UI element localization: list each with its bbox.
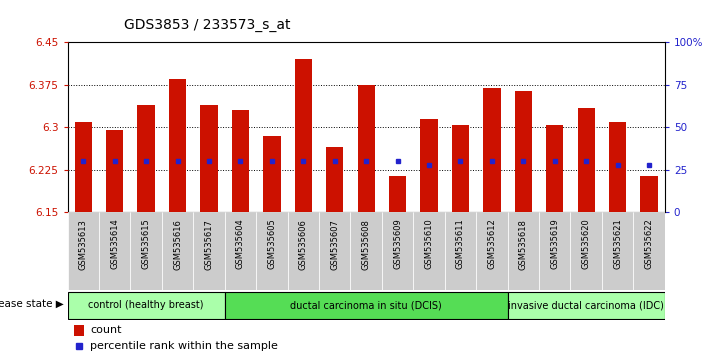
Text: GSM535612: GSM535612 xyxy=(488,219,496,269)
Text: GSM535621: GSM535621 xyxy=(613,219,622,269)
Text: GSM535615: GSM535615 xyxy=(141,219,151,269)
Text: count: count xyxy=(90,325,122,336)
Bar xyxy=(201,105,218,212)
Text: GSM535616: GSM535616 xyxy=(173,219,182,269)
Text: GSM535608: GSM535608 xyxy=(362,219,370,269)
Bar xyxy=(130,212,162,290)
Bar xyxy=(515,91,532,212)
Text: GSM535605: GSM535605 xyxy=(267,219,277,269)
Text: GSM535619: GSM535619 xyxy=(550,219,560,269)
Bar xyxy=(68,212,99,290)
Bar xyxy=(232,110,249,212)
Text: GSM535614: GSM535614 xyxy=(110,219,119,269)
Bar xyxy=(225,292,508,319)
Text: GSM535607: GSM535607 xyxy=(330,219,339,269)
Bar xyxy=(483,88,501,212)
Bar xyxy=(137,105,155,212)
Bar xyxy=(169,79,186,212)
Bar xyxy=(413,212,445,290)
Text: GSM535609: GSM535609 xyxy=(393,219,402,269)
Bar xyxy=(162,212,193,290)
Bar xyxy=(570,212,602,290)
Bar xyxy=(351,212,382,290)
Bar xyxy=(577,108,595,212)
Text: GSM535622: GSM535622 xyxy=(645,219,653,269)
Bar xyxy=(326,147,343,212)
Text: GSM535610: GSM535610 xyxy=(424,219,434,269)
Bar xyxy=(68,292,225,319)
Text: GSM535620: GSM535620 xyxy=(582,219,591,269)
Bar xyxy=(546,125,563,212)
Text: GSM535606: GSM535606 xyxy=(299,219,308,269)
Bar xyxy=(73,325,85,336)
Bar xyxy=(389,176,406,212)
Text: GSM535617: GSM535617 xyxy=(205,219,213,269)
Bar xyxy=(225,212,256,290)
Bar xyxy=(382,212,413,290)
Bar xyxy=(634,212,665,290)
Text: GSM535604: GSM535604 xyxy=(236,219,245,269)
Bar xyxy=(358,85,375,212)
Bar xyxy=(609,122,626,212)
Bar xyxy=(508,212,539,290)
Text: control (healthy breast): control (healthy breast) xyxy=(88,300,204,310)
Text: invasive ductal carcinoma (IDC): invasive ductal carcinoma (IDC) xyxy=(508,300,664,310)
Bar xyxy=(294,59,312,212)
Bar xyxy=(476,212,508,290)
Text: ductal carcinoma in situ (DCIS): ductal carcinoma in situ (DCIS) xyxy=(290,300,442,310)
Bar xyxy=(539,212,570,290)
Bar xyxy=(193,212,225,290)
Bar xyxy=(256,212,287,290)
Bar xyxy=(319,212,351,290)
Bar xyxy=(445,212,476,290)
Bar xyxy=(263,136,281,212)
Text: GSM535613: GSM535613 xyxy=(79,219,87,269)
Bar xyxy=(420,119,438,212)
Bar xyxy=(451,125,469,212)
Text: GDS3853 / 233573_s_at: GDS3853 / 233573_s_at xyxy=(124,18,291,32)
Bar xyxy=(75,122,92,212)
Text: GSM535611: GSM535611 xyxy=(456,219,465,269)
Bar xyxy=(508,292,665,319)
Bar xyxy=(106,130,123,212)
Text: disease state ▶: disease state ▶ xyxy=(0,299,64,309)
Bar xyxy=(602,212,634,290)
Text: GSM535618: GSM535618 xyxy=(519,219,528,269)
Bar xyxy=(99,212,130,290)
Text: percentile rank within the sample: percentile rank within the sample xyxy=(90,341,278,350)
Bar xyxy=(287,212,319,290)
Bar xyxy=(641,176,658,212)
